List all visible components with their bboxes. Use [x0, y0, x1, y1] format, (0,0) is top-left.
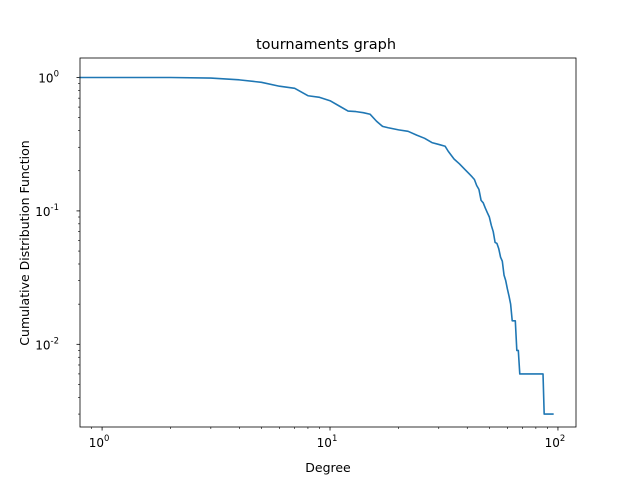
- x-tick-label-base: 10: [89, 436, 104, 450]
- x-tick-label-exponent: 1: [332, 434, 337, 444]
- x-tick-label: 101: [317, 434, 338, 450]
- y-axis-label: Cumulative Distribution Function: [17, 140, 32, 345]
- y-tick-label-base: 10: [38, 71, 53, 85]
- x-tick-label-exponent: 2: [560, 434, 565, 444]
- y-tick-label: 10-2: [35, 336, 59, 352]
- x-tick-label: 102: [545, 434, 566, 450]
- x-axis-label: Degree: [305, 460, 351, 475]
- x-tick-label-exponent: 0: [104, 434, 109, 444]
- y-tick-label-exponent: -2: [51, 336, 59, 346]
- x-tick-label-base: 10: [317, 436, 332, 450]
- y-tick-label-base: 10: [35, 205, 50, 219]
- series-line-0: [79, 76, 554, 415]
- y-tick-label: 10-1: [35, 203, 59, 219]
- x-tick-label: 100: [89, 434, 110, 450]
- y-tick-label-exponent: 0: [54, 69, 59, 79]
- x-tick-label-base: 10: [545, 436, 560, 450]
- y-tick-label-base: 10: [35, 338, 50, 352]
- axes-frame: [79, 57, 577, 428]
- y-tick-label-exponent: -1: [51, 203, 59, 213]
- chart-title: tournaments graph: [256, 37, 396, 53]
- y-tick-label: 100: [38, 69, 59, 85]
